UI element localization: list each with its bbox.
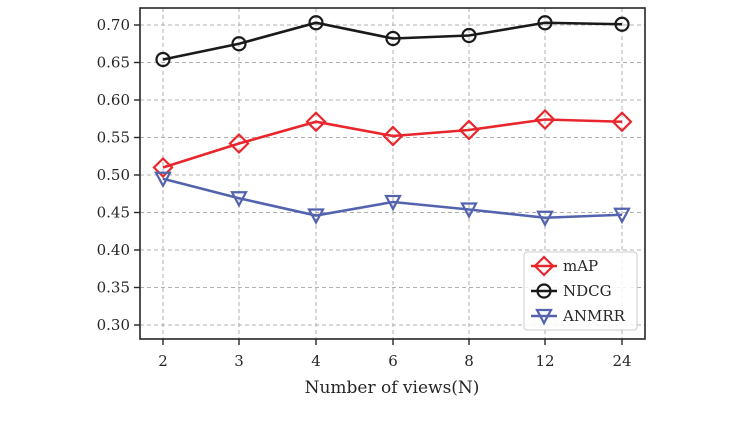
circle-marker — [614, 16, 630, 32]
y-tick-label: 0.70 — [97, 16, 130, 34]
x-tick-label: 2 — [158, 352, 168, 370]
triangle-down-marker — [384, 194, 402, 212]
y-tick-label: 0.35 — [97, 279, 130, 297]
y-tick-label: 0.50 — [97, 166, 130, 184]
x-tick-label: 24 — [612, 352, 631, 370]
x-tick-label: 4 — [311, 352, 321, 370]
legend-box — [523, 251, 638, 331]
y-tick-label: 0.30 — [97, 316, 130, 334]
triangle-down-marker — [154, 171, 172, 189]
diamond-marker — [534, 108, 556, 131]
diamond-icon — [533, 255, 555, 277]
triangle-down-marker — [613, 207, 631, 225]
circle-icon — [536, 283, 552, 299]
y-tick-label: 0.45 — [97, 204, 130, 222]
diamond-marker — [305, 111, 327, 133]
circle-marker — [537, 15, 553, 31]
triangle-down-marker — [536, 210, 554, 228]
y-tick-label: 0.55 — [97, 129, 130, 147]
circle-marker — [308, 15, 324, 31]
legend-item-anmrr: ANMRR — [531, 307, 626, 326]
x-tick-label: 8 — [464, 352, 474, 370]
triangle-down-marker — [230, 191, 248, 208]
series-ndcg — [155, 15, 630, 68]
series-line — [162, 177, 623, 220]
series-line — [162, 118, 623, 169]
circle-marker — [385, 30, 401, 47]
diamond-marker — [458, 119, 480, 141]
series-line — [162, 21, 623, 61]
y-tick-label: 0.60 — [97, 91, 130, 109]
y-axis: 0.30 0.35 0.40 0.45 0.50 0.55 0.60 0.65 0.70 — [97, 16, 140, 334]
x-axis-title: Number of views(N) — [305, 378, 480, 398]
legend-label: ANMRR — [562, 307, 626, 325]
x-tick-label: 12 — [535, 352, 554, 370]
circle-marker — [461, 27, 477, 44]
x-axis: 2 3 4 6 8 12 24 — [158, 339, 632, 370]
legend-label: NDCG — [563, 282, 612, 300]
legend-item-ndcg: NDCG — [531, 282, 612, 300]
circle-marker — [231, 36, 247, 52]
series-map — [152, 108, 633, 179]
triangle-down-marker — [460, 202, 478, 219]
y-tick-label: 0.40 — [97, 241, 130, 259]
triangle-down-marker — [307, 208, 325, 225]
diamond-marker — [382, 125, 404, 147]
x-tick-label: 6 — [388, 352, 398, 370]
triangle-down-icon — [535, 308, 553, 326]
diamond-marker — [152, 156, 174, 179]
series-layer — [152, 15, 633, 228]
diamond-marker — [611, 111, 633, 133]
x-tick-label: 3 — [234, 352, 244, 370]
legend-item-map: mAP — [531, 255, 598, 277]
diamond-marker — [228, 132, 250, 155]
legend-label: mAP — [563, 257, 598, 275]
series-anmrr — [154, 171, 631, 228]
legend: mAP NDCG ANMRR — [523, 251, 638, 331]
circle-marker — [155, 51, 171, 68]
y-tick-label: 0.65 — [97, 54, 130, 72]
